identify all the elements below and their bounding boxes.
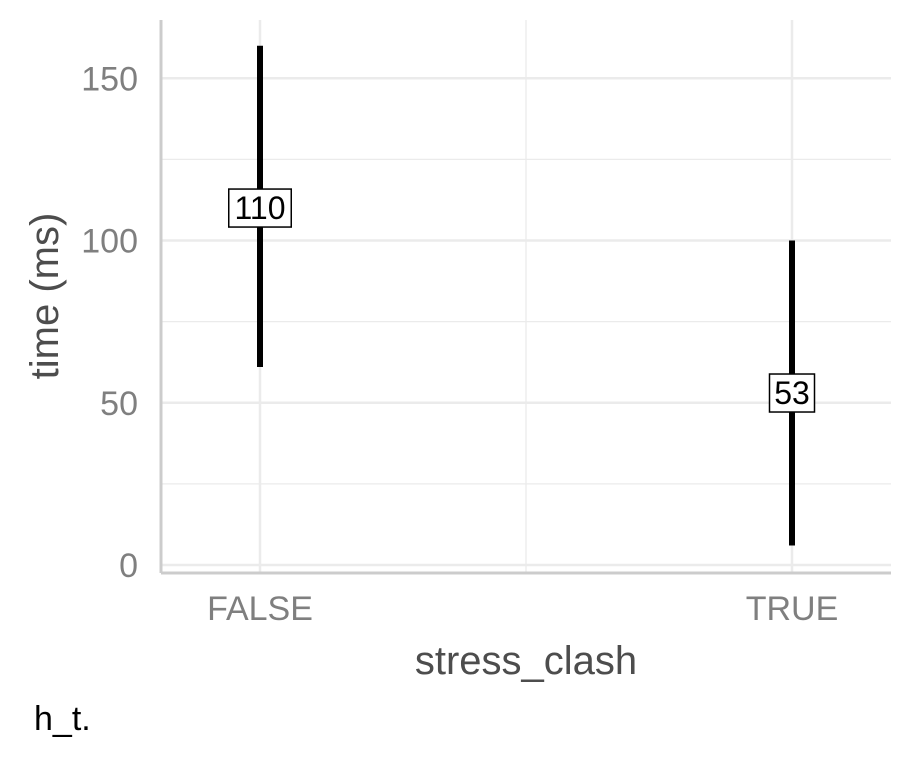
y-tick-label: 100: [81, 223, 138, 261]
y-tick-label: 0: [119, 547, 138, 585]
y-tick-label: 50: [100, 385, 138, 423]
x-tick-label: FALSE: [207, 590, 313, 628]
axes: [159, 20, 891, 575]
point-label-box: [228, 188, 292, 228]
caption: h_t.: [34, 700, 91, 738]
grid: [161, 20, 891, 573]
y-axis-title: time (ms): [23, 213, 67, 380]
error-bars: 110 53: [228, 45, 816, 546]
point-label: 110: [234, 190, 285, 226]
x-tick-label: TRUE: [746, 590, 839, 628]
y-tick-label: 150: [81, 60, 138, 98]
x-axis-title: stress_clash: [415, 639, 637, 683]
point-label-box: [768, 373, 816, 413]
x-tick-labels: FALSE TRUE: [207, 590, 838, 628]
y-tick-labels: 0 50 100 150: [81, 60, 138, 585]
point-label: 53: [774, 375, 810, 411]
